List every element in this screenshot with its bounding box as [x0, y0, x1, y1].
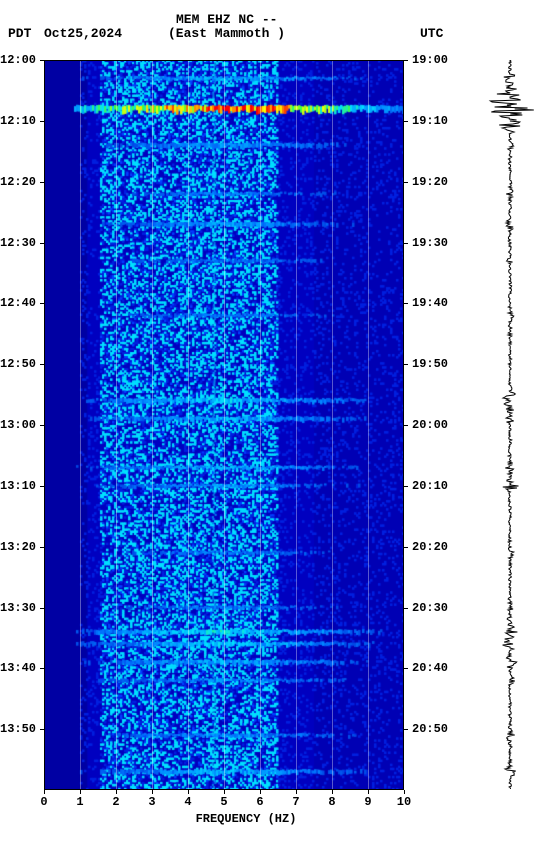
- right-time-tick: 20:30: [412, 601, 448, 615]
- left-time-tick: 12:10: [0, 114, 36, 128]
- spectrogram-plot: [44, 60, 404, 790]
- spectrogram-figure: PDT Oct25,2024 MEM EHZ NC -- (East Mammo…: [0, 0, 552, 864]
- right-time-tick: 19:30: [412, 236, 448, 250]
- right-time-tick: 19:10: [412, 114, 448, 128]
- right-timezone-label: UTC: [420, 26, 443, 41]
- right-time-tick: 19:50: [412, 357, 448, 371]
- x-tick-label: 8: [328, 795, 335, 809]
- right-time-tick: 19:00: [412, 53, 448, 67]
- station-line2: (East Mammoth ): [168, 26, 285, 41]
- left-time-tick: 13:10: [0, 479, 36, 493]
- x-tick-label: 3: [148, 795, 155, 809]
- x-tick-label: 1: [76, 795, 83, 809]
- right-time-tick: 20:20: [412, 540, 448, 554]
- seismogram-trace: [480, 60, 540, 790]
- x-tick-label: 6: [256, 795, 263, 809]
- right-time-tick: 20:00: [412, 418, 448, 432]
- right-time-tick: 19:40: [412, 296, 448, 310]
- x-tick-label: 10: [397, 795, 411, 809]
- left-time-tick: 13:20: [0, 540, 36, 554]
- left-time-tick: 12:50: [0, 357, 36, 371]
- left-time-tick: 13:00: [0, 418, 36, 432]
- x-tick-label: 7: [292, 795, 299, 809]
- right-time-tick: 19:20: [412, 175, 448, 189]
- left-time-tick: 13:40: [0, 661, 36, 675]
- left-time-tick: 12:20: [0, 175, 36, 189]
- station-line1: MEM EHZ NC --: [176, 12, 277, 27]
- x-tick-label: 0: [40, 795, 47, 809]
- left-time-tick: 13:30: [0, 601, 36, 615]
- left-time-tick: 13:50: [0, 722, 36, 736]
- date-label: Oct25,2024: [44, 26, 122, 41]
- left-time-tick: 12:40: [0, 296, 36, 310]
- x-tick-label: 9: [364, 795, 371, 809]
- right-time-tick: 20:50: [412, 722, 448, 736]
- x-axis-label: FREQUENCY (HZ): [0, 812, 448, 826]
- left-time-tick: 12:00: [0, 53, 36, 67]
- left-time-tick: 12:30: [0, 236, 36, 250]
- x-tick-label: 2: [112, 795, 119, 809]
- left-timezone-label: PDT: [8, 26, 31, 41]
- right-time-tick: 20:10: [412, 479, 448, 493]
- x-tick-label: 5: [220, 795, 227, 809]
- right-time-tick: 20:40: [412, 661, 448, 675]
- x-tick-label: 4: [184, 795, 191, 809]
